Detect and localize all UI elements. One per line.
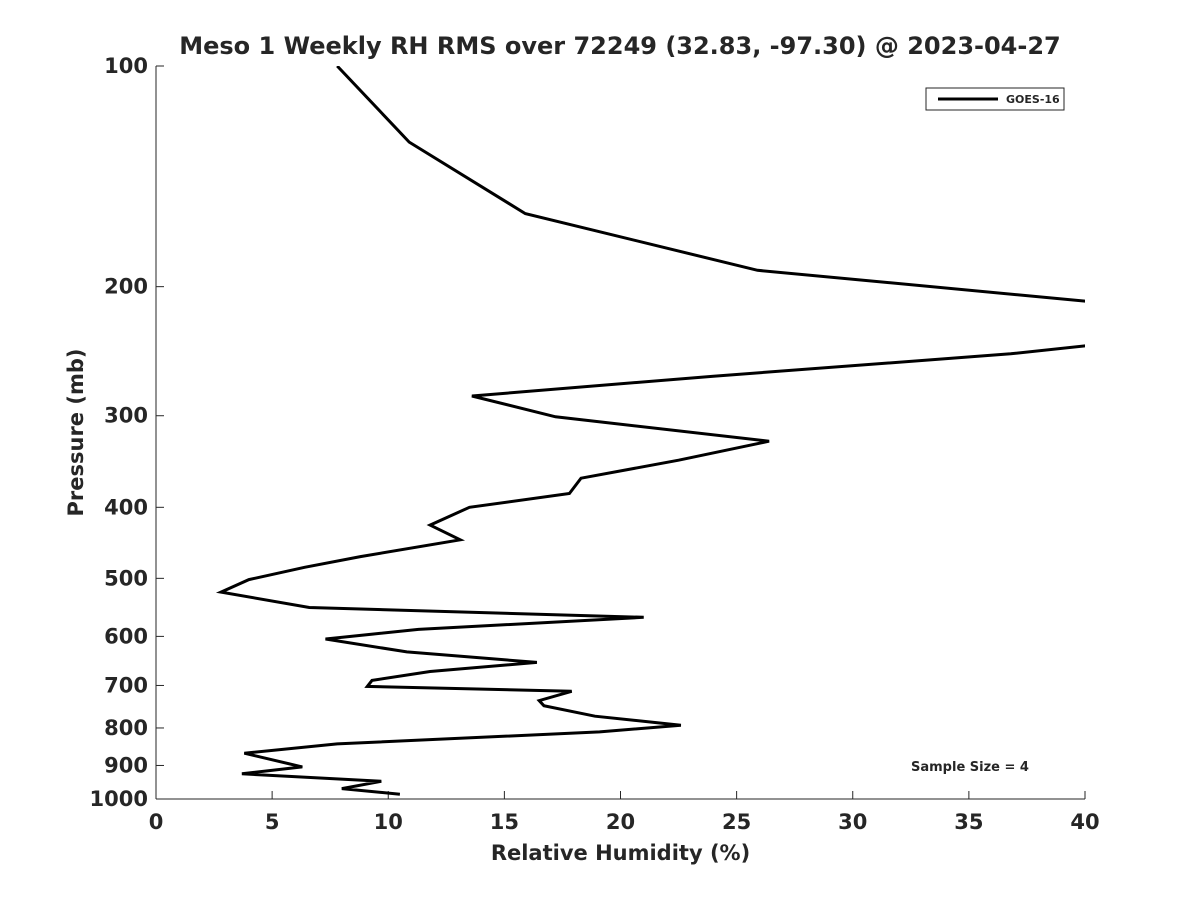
y-tick-label: 900: [104, 753, 148, 777]
x-tick-label: 0: [149, 810, 164, 834]
x-tick-label: 5: [265, 810, 280, 834]
x-tick-label: 20: [606, 810, 635, 834]
y-axis-label: Pressure (mb): [64, 349, 88, 517]
y-tick-label: 400: [104, 495, 148, 519]
y-tick-label: 600: [104, 624, 148, 648]
y-tick-label: 100: [104, 54, 148, 78]
x-tick-label: 10: [374, 810, 403, 834]
y-tick-label: 300: [104, 404, 148, 428]
x-tick-label: 25: [722, 810, 751, 834]
chart-title: Meso 1 Weekly RH RMS over 72249 (32.83, …: [179, 32, 1061, 60]
y-axis-ticks: 100 200 300 400 500 600 700 800 900 1000: [90, 54, 164, 811]
series-layer: [215, 66, 1085, 796]
y-tick-label: 700: [104, 673, 148, 697]
legend-label-goes16: GOES-16: [1006, 93, 1060, 106]
sample-size-annotation: Sample Size = 4: [911, 760, 1029, 775]
x-axis-ticks: 0 5 10 15 20 25 30 35 40: [149, 791, 1100, 834]
series-line-goes-16-segment-1: [336, 66, 1085, 303]
x-tick-label: 35: [954, 810, 983, 834]
legend: GOES-16: [925, 87, 1065, 111]
x-tick-label: 15: [490, 810, 519, 834]
x-axis-label: Relative Humidity (%): [491, 841, 750, 865]
y-tick-label: 800: [104, 716, 148, 740]
x-tick-label: 40: [1070, 810, 1099, 834]
y-tick-label: 1000: [90, 787, 148, 811]
y-tick-label: 500: [104, 566, 148, 590]
plot-area: [155, 66, 1085, 800]
x-tick-label: 30: [838, 810, 867, 834]
series-line-goes-16-segment-2: [215, 344, 1085, 796]
y-tick-label: 200: [104, 275, 148, 299]
